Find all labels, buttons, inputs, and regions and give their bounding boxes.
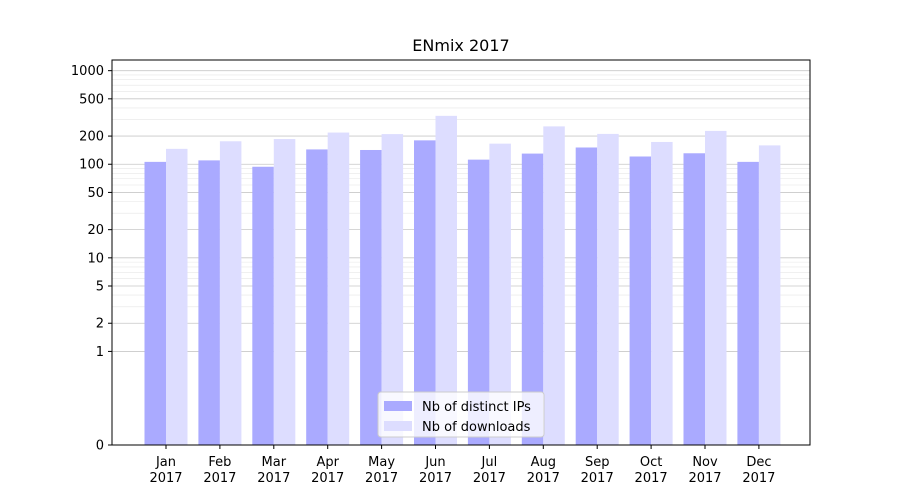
- x-tick-label-month: Mar: [262, 455, 287, 470]
- x-tick-label-year: 2017: [581, 471, 614, 486]
- x-tick-label-month: Dec: [746, 455, 771, 470]
- y-tick-label: 2: [96, 317, 104, 332]
- x-tick-label-month: Sep: [585, 455, 610, 470]
- x-tick-label-year: 2017: [742, 471, 775, 486]
- x-tick-label-month: Feb: [208, 455, 231, 470]
- x-tick-label-year: 2017: [419, 471, 452, 486]
- bar-distinct-ips: [575, 147, 598, 446]
- bar-distinct-ips: [467, 159, 490, 445]
- bar-downloads: [705, 130, 727, 445]
- bar-distinct-ips: [306, 149, 328, 445]
- bar-distinct-ips: [198, 160, 220, 445]
- y-tick-label: 0: [96, 439, 104, 454]
- bar-distinct-ips: [360, 149, 382, 445]
- bar-downloads: [489, 143, 511, 445]
- x-tick-label-year: 2017: [365, 471, 398, 486]
- bar-downloads: [597, 133, 619, 445]
- bar-distinct-ips: [683, 153, 705, 445]
- y-tick-label: 100: [79, 158, 104, 173]
- y-tick-label: 20: [87, 223, 104, 238]
- bar-downloads: [273, 139, 296, 445]
- bar-distinct-ips: [737, 161, 759, 445]
- legend-label: Nb of distinct IPs: [422, 400, 531, 415]
- x-tick-label-year: 2017: [635, 471, 668, 486]
- bar-distinct-ips: [414, 140, 436, 445]
- bar-downloads: [651, 141, 673, 445]
- y-tick-label: 5: [96, 280, 104, 295]
- bar-downloads: [219, 141, 242, 446]
- y-tick-label: 10: [87, 251, 104, 266]
- y-tick-label: 1000: [71, 64, 104, 79]
- y-tick-label: 50: [87, 186, 104, 201]
- x-tick-label-year: 2017: [527, 471, 560, 486]
- bar-downloads: [381, 134, 404, 446]
- x-tick-label-month: Jan: [155, 455, 176, 470]
- bar-downloads: [435, 115, 457, 445]
- y-tick-label: 200: [79, 130, 104, 145]
- x-tick-label-month: Jun: [424, 455, 445, 470]
- x-tick-label-month: Aug: [531, 455, 556, 470]
- bar-distinct-ips: [521, 153, 544, 446]
- bars-layer: [144, 115, 781, 446]
- legend: Nb of distinct IPs Nb of downloads: [377, 391, 545, 438]
- chart-title: ENmix 2017: [412, 36, 509, 55]
- x-tick-label-year: 2017: [311, 471, 344, 486]
- bar-downloads: [758, 145, 781, 445]
- legend-box: [377, 391, 545, 438]
- y-tick-label: 500: [79, 92, 104, 107]
- x-tick-label-year: 2017: [473, 471, 506, 486]
- x-tick-label-year: 2017: [203, 471, 236, 486]
- legend-swatch: [384, 421, 412, 431]
- x-tick-label-month: Nov: [692, 455, 718, 470]
- x-tick-label-month: May: [368, 455, 395, 470]
- bar-downloads: [166, 148, 188, 445]
- x-tick-label-year: 2017: [688, 471, 721, 486]
- legend-label: Nb of downloads: [422, 420, 531, 435]
- legend-swatch: [384, 401, 412, 411]
- x-tick-label-month: Apr: [316, 455, 339, 470]
- axis-layer: 01251020501002005001000Jan2017Feb2017Mar…: [71, 64, 776, 486]
- bar-distinct-ips: [629, 156, 652, 446]
- bar-distinct-ips: [252, 166, 274, 446]
- x-tick-label-year: 2017: [149, 471, 182, 486]
- bar-downloads: [327, 132, 350, 445]
- x-tick-label-month: Jul: [481, 455, 498, 470]
- x-tick-label-month: Oct: [640, 455, 662, 470]
- bar-distinct-ips: [144, 161, 166, 445]
- bar-downloads: [543, 126, 565, 445]
- y-tick-label: 1: [96, 345, 104, 360]
- plot-frame: [111, 59, 811, 446]
- x-tick-label-year: 2017: [257, 471, 290, 486]
